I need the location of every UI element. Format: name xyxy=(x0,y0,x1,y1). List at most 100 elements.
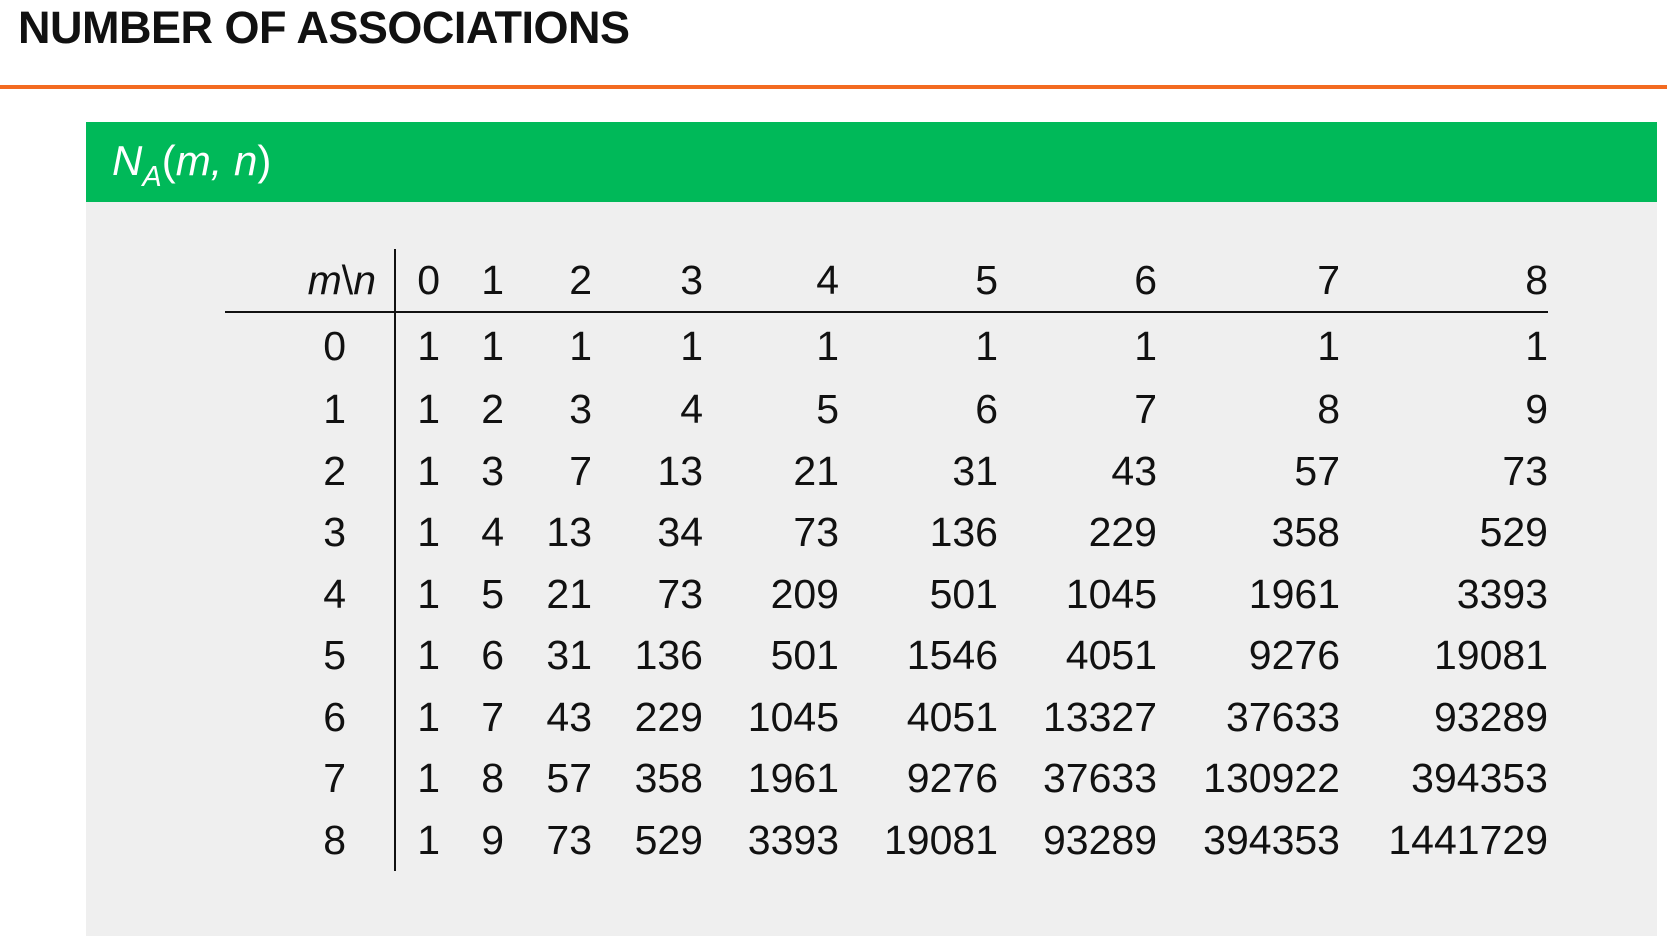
table-cell: 130922 xyxy=(1203,755,1340,802)
table-cell: 73 xyxy=(546,816,592,863)
table-cell: 4051 xyxy=(906,693,998,740)
table-row: 4 1 5 21 73 209 501 1045 1961 3393 xyxy=(225,563,1548,625)
table-cell: 229 xyxy=(634,693,703,740)
corner-n: n xyxy=(353,256,376,303)
table-cell: 7 xyxy=(569,447,592,494)
table-cell: 358 xyxy=(1271,509,1340,556)
table-cell: 34 xyxy=(657,509,703,556)
table-cell: 93289 xyxy=(1042,816,1157,863)
row-header: 8 xyxy=(225,809,396,871)
page-title: NUMBER OF ASSOCIATIONS xyxy=(18,2,630,53)
row-header: 0 xyxy=(225,312,396,379)
table-cell: 7 xyxy=(481,693,504,740)
table-row: 7 1 8 57 358 1961 9276 37633 130922 3943… xyxy=(225,748,1548,810)
table-cell: 43 xyxy=(546,693,592,740)
table-cell: 21 xyxy=(793,447,839,494)
table-row: 0 1 1 1 1 1 1 1 1 1 xyxy=(225,312,1548,379)
row-header: 1 xyxy=(225,379,396,441)
column-header: 5 xyxy=(839,249,998,313)
table-row: 8 1 9 73 529 3393 19081 93289 394353 144… xyxy=(225,809,1548,871)
table-cell: 21 xyxy=(546,570,592,617)
table-cell: 43 xyxy=(1111,447,1157,494)
table-cell: 229 xyxy=(1088,509,1157,556)
table-cell: 1 xyxy=(417,509,440,556)
table-cell: 73 xyxy=(1502,447,1548,494)
table-cell: 501 xyxy=(770,632,839,679)
column-header: 6 xyxy=(998,249,1157,313)
table-cell: 73 xyxy=(793,509,839,556)
table-cell: 37633 xyxy=(1225,693,1340,740)
table-cell: 136 xyxy=(929,509,998,556)
table-cell: 358 xyxy=(634,755,703,802)
corner-m: m xyxy=(307,256,342,303)
table-cell: 8 xyxy=(1317,386,1340,433)
table-cell: 57 xyxy=(546,755,592,802)
block-title-args: m, n xyxy=(175,137,258,184)
table-cell: 1 xyxy=(417,386,440,433)
row-header: 3 xyxy=(225,502,396,564)
column-header: 4 xyxy=(703,249,839,313)
table-cell: 73 xyxy=(657,570,703,617)
row-header: 4 xyxy=(225,563,396,625)
table-cell: 3 xyxy=(569,386,592,433)
table-cell: 1 xyxy=(417,447,440,494)
table-cell: 1 xyxy=(1134,322,1157,369)
table-header-row: m\n 0 1 2 3 4 5 6 7 8 xyxy=(225,249,1548,313)
table-cell: 1 xyxy=(975,322,998,369)
table-cell: 1546 xyxy=(906,632,998,679)
table-cell: 2 xyxy=(481,386,504,433)
table-cell: 1 xyxy=(1317,322,1340,369)
table-cell: 13 xyxy=(546,509,592,556)
column-header: 8 xyxy=(1340,249,1548,313)
table-row: 6 1 7 43 229 1045 4051 13327 37633 93289 xyxy=(225,686,1548,748)
table-cell: 13327 xyxy=(1042,693,1157,740)
table-cell: 1 xyxy=(417,570,440,617)
table-cell: 57 xyxy=(1294,447,1340,494)
table-cell: 7 xyxy=(1134,386,1157,433)
table-corner-label: m\n xyxy=(225,249,396,313)
table-cell: 9276 xyxy=(906,755,998,802)
table-cell: 9276 xyxy=(1248,632,1340,679)
table-cell: 529 xyxy=(634,816,703,863)
table-cell: 3393 xyxy=(747,816,839,863)
table-cell: 6 xyxy=(975,386,998,433)
table-cell: 9 xyxy=(1525,386,1548,433)
table-cell: 1 xyxy=(417,816,440,863)
block-body: m\n 0 1 2 3 4 5 6 7 8 0 1 1 1 1 1 1 1 xyxy=(86,202,1657,936)
column-header: 1 xyxy=(440,249,504,313)
table-cell: 19081 xyxy=(883,816,998,863)
table-cell: 5 xyxy=(816,386,839,433)
block-title-open-paren: ( xyxy=(161,137,176,184)
table-cell: 1 xyxy=(417,693,440,740)
table-cell: 93289 xyxy=(1433,693,1548,740)
table-cell: 6 xyxy=(481,632,504,679)
table-cell: 1045 xyxy=(747,693,839,740)
column-header: 3 xyxy=(592,249,703,313)
table-row: 1 1 2 3 4 5 6 7 8 9 xyxy=(225,379,1548,441)
table-cell: 31 xyxy=(546,632,592,679)
table-cell: 1 xyxy=(816,322,839,369)
row-header: 2 xyxy=(225,440,396,502)
table-cell: 1 xyxy=(680,322,703,369)
block-header: NA(m, n) xyxy=(86,122,1657,202)
table-cell: 5 xyxy=(481,570,504,617)
row-header: 7 xyxy=(225,748,396,810)
table-cell: 8 xyxy=(481,755,504,802)
block-title-symbol: N xyxy=(112,137,143,184)
column-header: 7 xyxy=(1157,249,1340,313)
block-title-close-paren: ) xyxy=(257,137,272,184)
table-cell: 1961 xyxy=(1248,570,1340,617)
table-cell: 37633 xyxy=(1042,755,1157,802)
table-row: 5 1 6 31 136 501 1546 4051 9276 19081 xyxy=(225,625,1548,687)
table-cell: 13 xyxy=(657,447,703,494)
corner-separator: \ xyxy=(341,256,354,303)
table-cell: 136 xyxy=(634,632,703,679)
column-header: 0 xyxy=(395,249,440,313)
title-underline xyxy=(0,85,1667,89)
table-cell: 1 xyxy=(417,322,440,369)
table-cell: 394353 xyxy=(1203,816,1340,863)
table-cell: 9 xyxy=(481,816,504,863)
table-cell: 394353 xyxy=(1411,755,1548,802)
table-cell: 31 xyxy=(952,447,998,494)
table-cell: 1 xyxy=(417,755,440,802)
